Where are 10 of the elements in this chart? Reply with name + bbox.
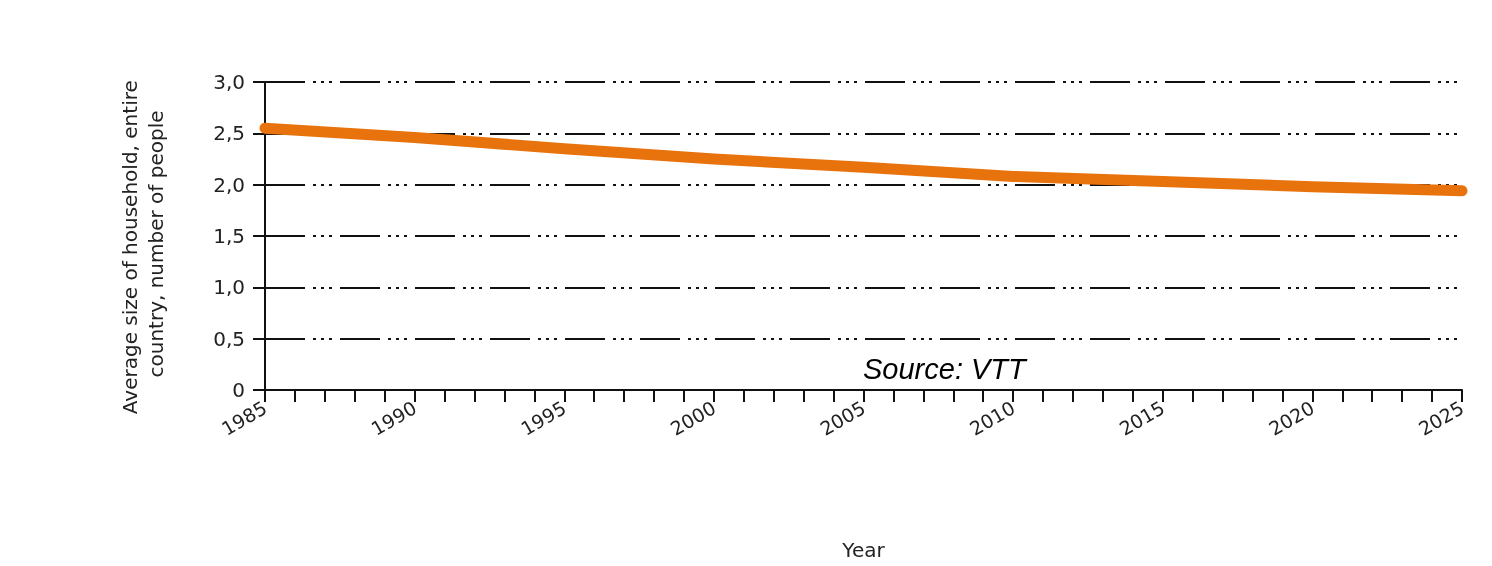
y-tick-label: 2,5	[213, 121, 245, 146]
y-tick-label: 1,0	[213, 275, 245, 300]
x-axis-title: Year	[841, 538, 886, 562]
annotation: Source: VTT	[863, 352, 1029, 385]
y-tick-label: 1,5	[213, 224, 245, 248]
y-tick-label: 0,5	[213, 326, 245, 351]
y-tick-label: 3,0	[213, 70, 245, 94]
y-axis-title: Average size of household, entire country, number of people	[118, 73, 168, 415]
y-tick-label: 2,0	[213, 172, 245, 197]
y-tick-label: 0	[232, 378, 245, 402]
